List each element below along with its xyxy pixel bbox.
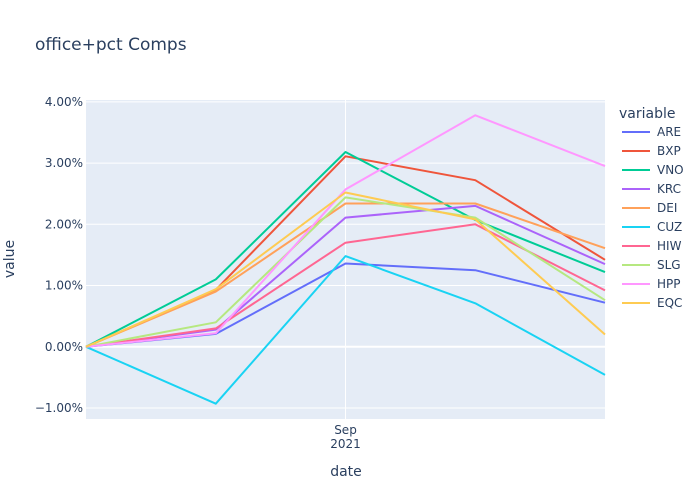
x-tick-label: Sep xyxy=(334,423,357,437)
y-axis-ticks: −1.00% 0.00% 1.00% 2.00% 3.00% 4.00% xyxy=(35,95,83,415)
legend-item-hpp[interactable]: HPP xyxy=(622,277,681,291)
series-line-cuz xyxy=(85,255,606,405)
series-line-dei xyxy=(85,202,606,348)
legend-label: KRC xyxy=(657,182,681,196)
legend-label: CUZ xyxy=(657,220,682,234)
legend-item-cuz[interactable]: CUZ xyxy=(622,220,682,234)
y-axis-title: value xyxy=(2,240,18,278)
series-line-eqc xyxy=(85,191,606,348)
x-axis-title: date xyxy=(330,464,362,480)
legend-item-dei[interactable]: DEI xyxy=(622,201,677,215)
legend-label: EQC xyxy=(657,296,682,310)
legend-item-vno[interactable]: VNO xyxy=(622,163,684,177)
legend-label: HPP xyxy=(657,277,681,291)
legend-item-krc[interactable]: KRC xyxy=(622,182,681,196)
legend-label: DEI xyxy=(657,201,677,215)
series-line-hpp xyxy=(85,114,606,348)
y-tick-label: 4.00% xyxy=(45,95,83,109)
legend-item-bxp[interactable]: BXP xyxy=(622,144,681,158)
legend-label: BXP xyxy=(657,144,681,158)
legend-label: HIW xyxy=(657,239,682,253)
y-tick-label: 0.00% xyxy=(45,340,83,354)
y-tick-label: 2.00% xyxy=(45,217,83,231)
legend-title: variable xyxy=(619,106,675,122)
legend-item-slg[interactable]: SLG xyxy=(622,258,681,272)
legend-label: ARE xyxy=(657,125,681,139)
series-line-vno xyxy=(85,151,606,348)
y-tick-label: 1.00% xyxy=(45,279,83,293)
legend-item-eqc[interactable]: EQC xyxy=(622,296,682,310)
legend[interactable]: variable ARE BXP VNO KRC DEI CUZ HIW SLG HPP EQC xyxy=(619,106,684,310)
gridlines xyxy=(86,100,605,419)
legend-item-are[interactable]: ARE xyxy=(622,125,681,139)
y-tick-label: −1.00% xyxy=(35,401,83,415)
chart-title: office+pct Comps xyxy=(35,35,187,55)
series-lines xyxy=(85,114,606,405)
x-tick-label-year: 2021 xyxy=(330,437,361,451)
y-tick-label: 3.00% xyxy=(45,156,83,170)
series-line-hiw xyxy=(85,223,606,348)
legend-label: VNO xyxy=(657,163,684,177)
legend-item-hiw[interactable]: HIW xyxy=(622,239,682,253)
series-line-slg xyxy=(85,196,606,348)
legend-label: SLG xyxy=(657,258,681,272)
